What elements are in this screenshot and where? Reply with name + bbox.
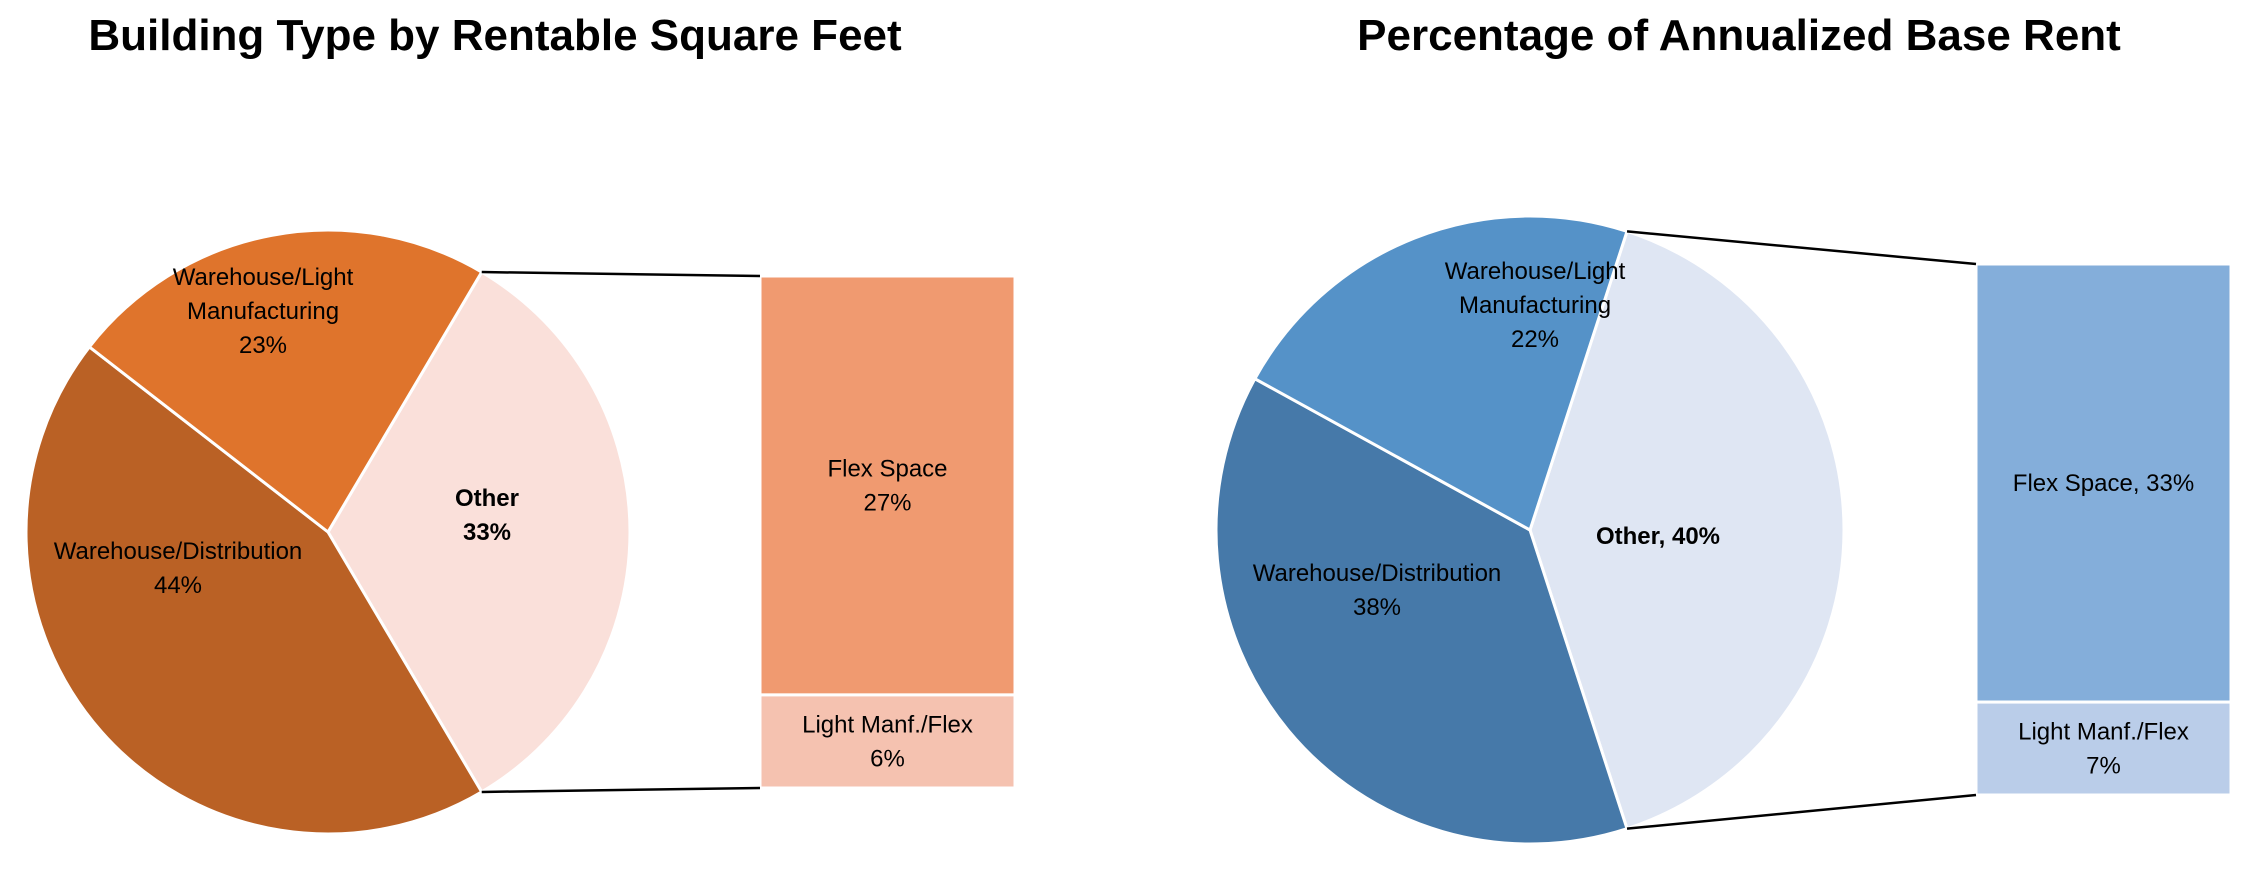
data-label-light-manf-flex-line: Light Manf./Flex	[802, 711, 973, 738]
data-label-flex-space-line: 27%	[863, 489, 911, 516]
chart-title: Building Type by Rentable Square Feet	[88, 11, 902, 60]
data-label-light-manf-flex-line: 7%	[2086, 753, 2121, 780]
bar-segment-flex-space	[758, 274, 1017, 697]
pie-slice-other	[326, 269, 632, 795]
data-label-warehouse-distribution: Warehouse/Distribution 44%	[54, 538, 303, 599]
data-label-warehouse-light-manufacturing-line: 23%	[239, 332, 287, 359]
data-label-warehouse-light-manufacturing-line: Manufacturing	[1459, 292, 1611, 319]
data-label-light-manf-flex: Light Manf./Flex 6%	[802, 711, 973, 772]
data-label-warehouse-distribution-line: Warehouse/Distribution	[1253, 560, 1502, 587]
pie-slice-warehouse-light-manufacturing	[87, 228, 484, 535]
data-label-other-line: 33%	[463, 519, 511, 546]
chart-rentable-square-feet: Building Type by Rentable Square Feet Ot…	[24, 11, 1017, 836]
data-label-flex-space-line: Flex Space, 33%	[2013, 470, 2194, 497]
data-label-warehouse-distribution-line: 44%	[154, 572, 202, 599]
chart-annualized-base-rent: Percentage of Annualized Base Rent Other…	[1214, 11, 2233, 846]
data-label-warehouse-light-manufacturing: Warehouse/Light Manufacturing 23%	[173, 264, 354, 359]
data-label-warehouse-light-manufacturing-line: Warehouse/Light	[1445, 258, 1626, 285]
pie-slice-warehouse-light-manufacturing	[1252, 214, 1629, 533]
data-label-other-line: Other	[455, 485, 519, 512]
data-label-warehouse-distribution-line: Warehouse/Distribution	[54, 538, 303, 565]
pie-slice-warehouse-distribution	[24, 344, 484, 836]
bar-segment-flex-space	[1974, 262, 2233, 704]
bar-segment-light-manf-flex	[1974, 700, 2233, 797]
data-label-flex-space: Flex Space 27%	[827, 455, 947, 516]
connector-line-top	[1626, 230, 1977, 266]
data-label-warehouse-distribution: Warehouse/Distribution 38%	[1253, 560, 1502, 621]
data-label-light-manf-flex-line: 6%	[870, 745, 905, 772]
pie-slice-other	[1528, 229, 1846, 831]
data-label-warehouse-light-manufacturing-line: 22%	[1511, 326, 1559, 353]
data-label-light-manf-flex-line: Light Manf./Flex	[2018, 719, 2189, 746]
connector-line-bottom	[1626, 793, 1977, 830]
data-label-warehouse-light-manufacturing-line: Manufacturing	[187, 298, 339, 325]
data-label-flex-space: Flex Space, 33%	[2013, 470, 2194, 497]
data-label-other: Other 33%	[455, 485, 519, 546]
pie-slice-warehouse-distribution	[1214, 376, 1629, 846]
data-label-other: Other, 40%	[1596, 523, 1720, 550]
data-label-light-manf-flex: Light Manf./Flex 7%	[2018, 719, 2189, 780]
connector-line-top	[481, 270, 761, 278]
bar-segment-light-manf-flex	[758, 693, 1017, 790]
data-label-warehouse-light-manufacturing-line: Warehouse/Light	[173, 264, 354, 291]
chart-title: Percentage of Annualized Base Rent	[1357, 11, 2121, 60]
connector-line-bottom	[481, 786, 761, 794]
data-label-warehouse-distribution-line: 38%	[1353, 594, 1401, 621]
data-label-warehouse-light-manufacturing: Warehouse/Light Manufacturing 22%	[1445, 258, 1626, 353]
data-label-other-line: Other, 40%	[1596, 523, 1720, 550]
data-label-flex-space-line: Flex Space	[827, 455, 947, 482]
